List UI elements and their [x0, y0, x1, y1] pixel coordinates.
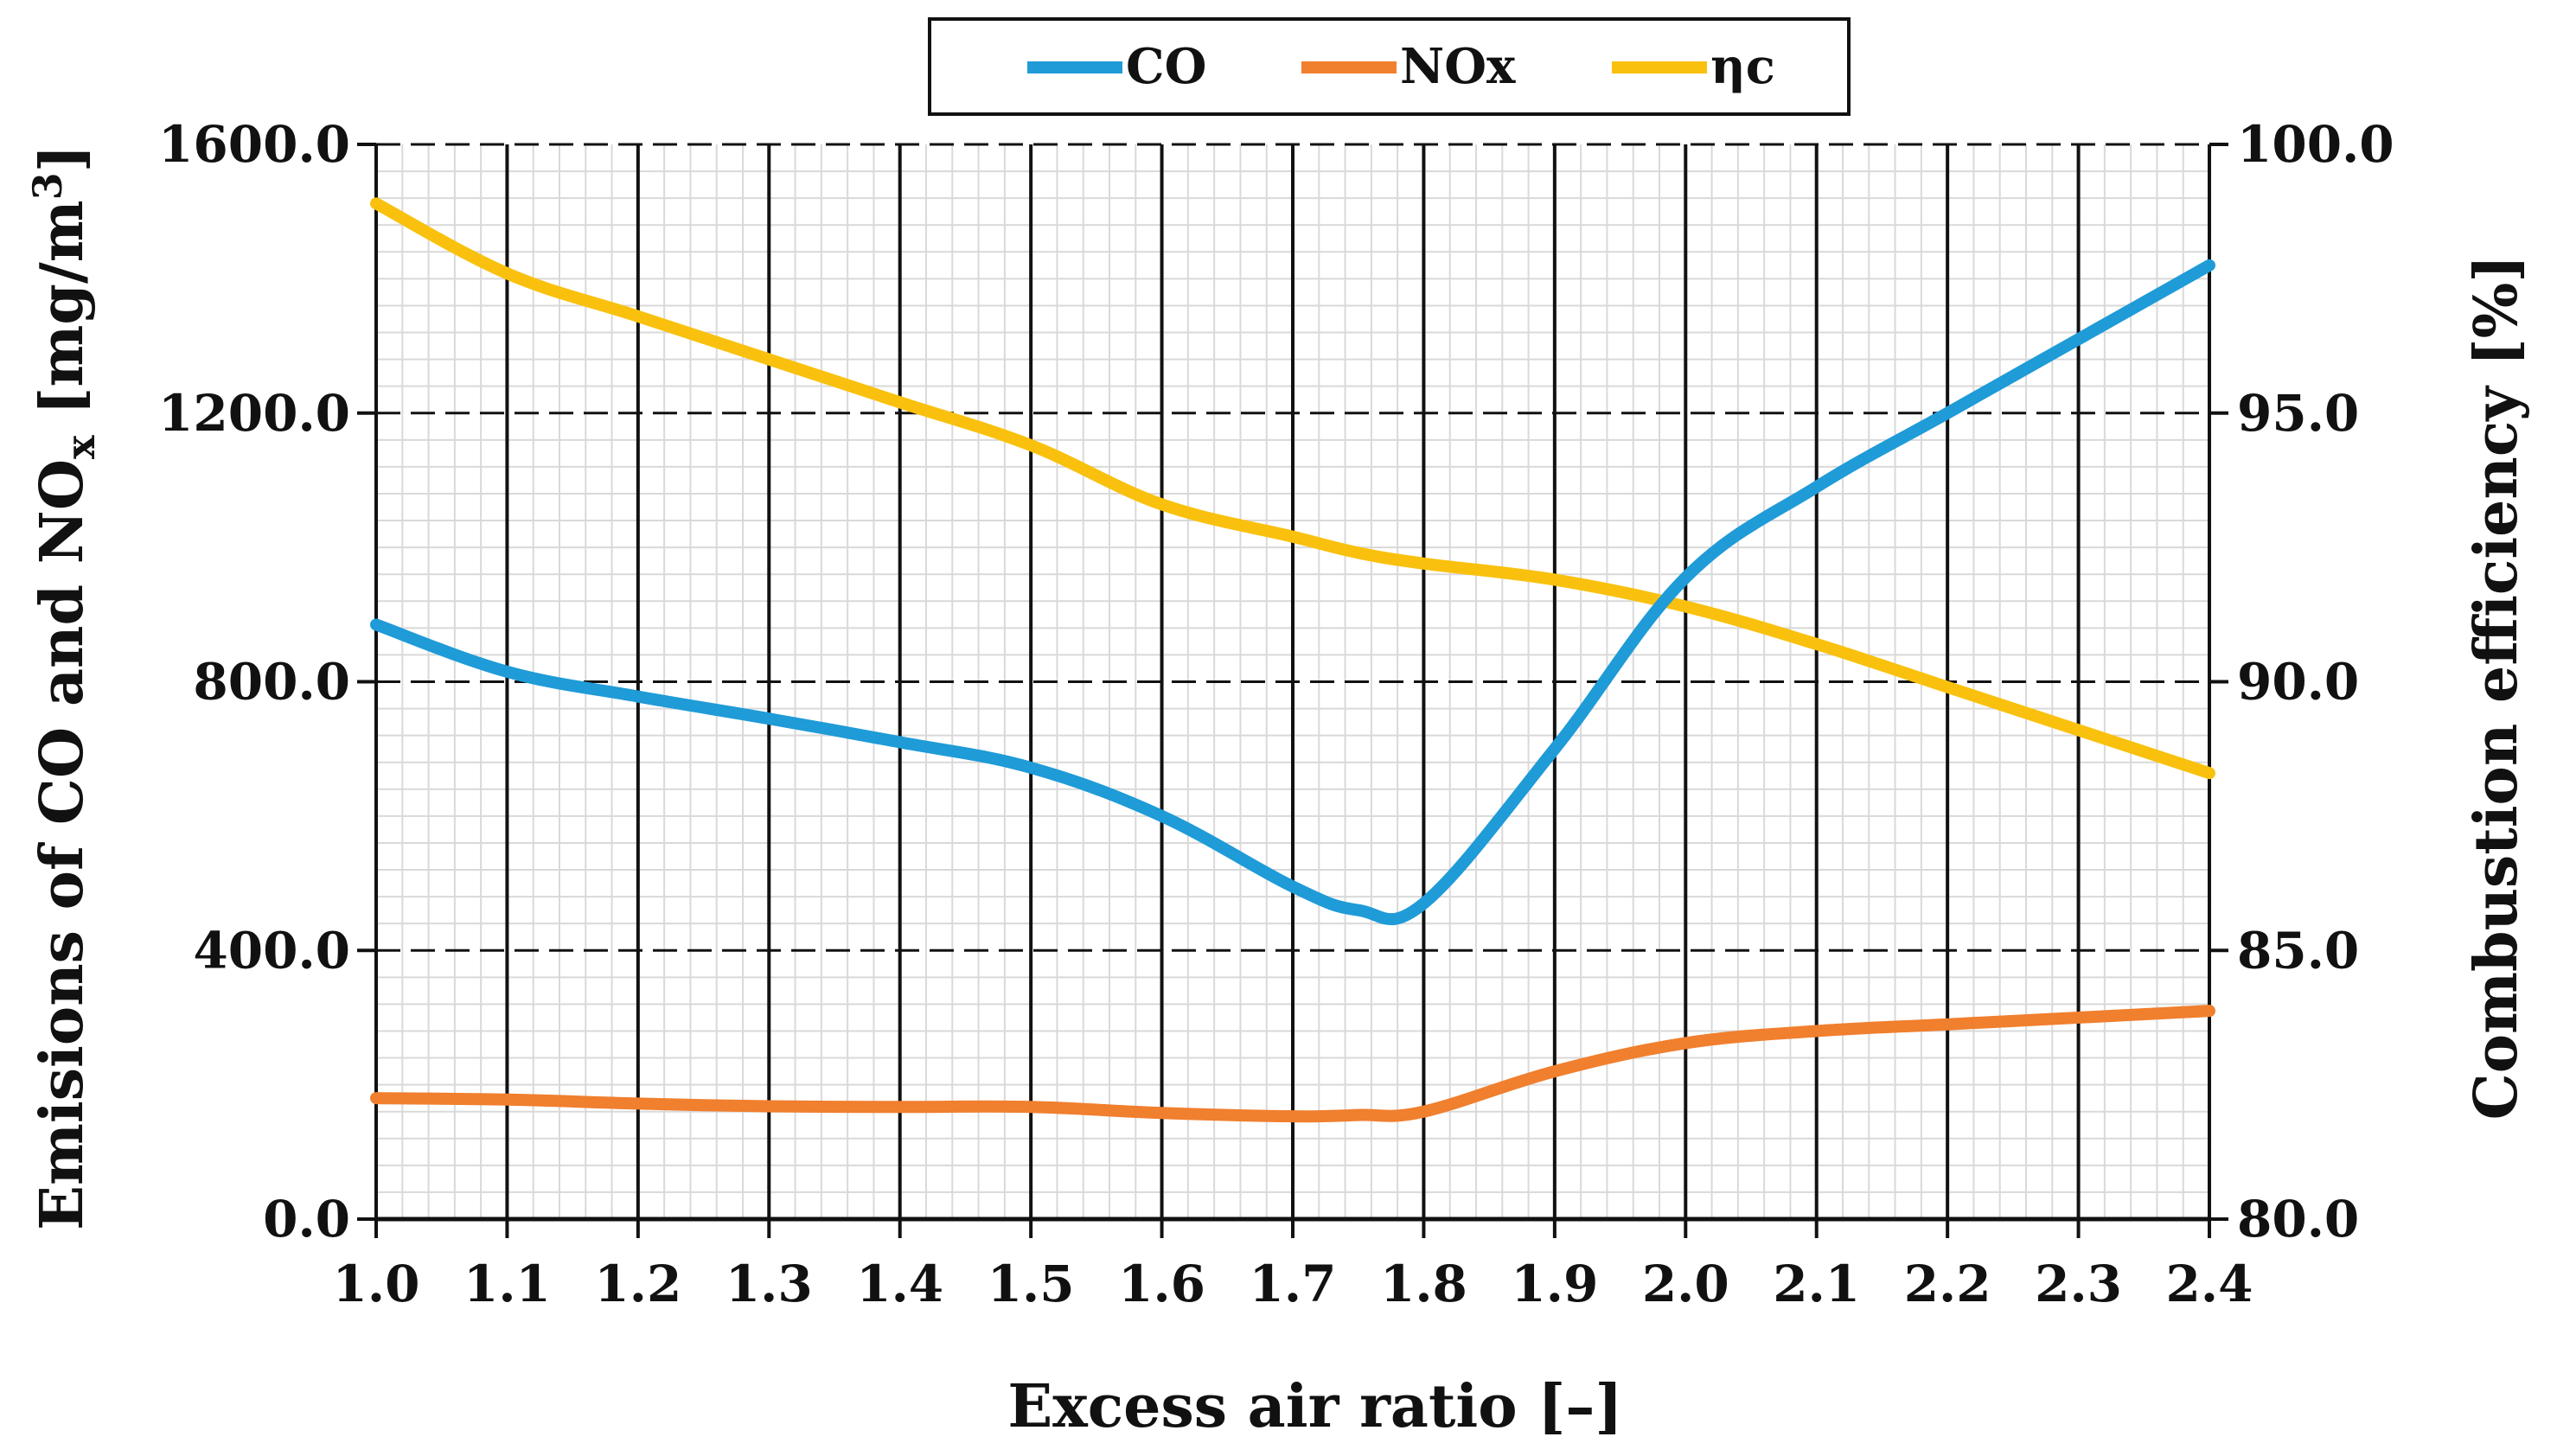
x-axis-title: Excess air ratio [–]: [1007, 1372, 1622, 1441]
y-left-tick-label: 0.0: [263, 1190, 350, 1248]
y-right-tick-label: 80.0: [2237, 1190, 2359, 1248]
legend-co-label: CO: [1126, 38, 1206, 95]
y-left-tick-label: 1600.0: [158, 115, 350, 174]
y-left-tick-label: 400.0: [193, 921, 350, 980]
series-layer: [370, 197, 2215, 1123]
x-tick-label: 1.5: [988, 1255, 1075, 1313]
legend: CO NOx ηc: [928, 17, 1851, 116]
x-tick-label: 1.7: [1250, 1255, 1337, 1313]
x-tick-label: 1.0: [333, 1255, 420, 1313]
legend-nox-label: NOx: [1400, 38, 1516, 95]
y-left-title-subscript: x: [57, 435, 104, 459]
x-tick-label: 2.1: [1773, 1255, 1860, 1313]
y-axis-right-title: Combustion efficiency [%]: [2462, 255, 2531, 1121]
series-co-line: [370, 259, 2215, 926]
series-efficiency-line: [370, 197, 2215, 780]
y-right-tick-label: 95.0: [2237, 384, 2359, 443]
x-tick-label: 2.4: [2166, 1255, 2253, 1313]
x-tick-label: 1.3: [726, 1255, 813, 1313]
x-tick-label: 1.2: [594, 1255, 681, 1313]
y-right-tick-label: 90.0: [2237, 653, 2359, 712]
x-tick-label: 1.1: [463, 1255, 551, 1313]
x-tick-label: 1.6: [1118, 1255, 1205, 1313]
x-tick-label: 2.3: [2035, 1255, 2122, 1313]
series-nox-line: [370, 1005, 2215, 1123]
y-left-title-superscript: 3: [24, 172, 71, 200]
x-tick-label: 1.9: [1511, 1255, 1598, 1313]
y-right-tick-label: 100.0: [2237, 115, 2394, 174]
y-left-tick-label: 800.0: [193, 653, 350, 712]
x-tick-label: 2.0: [1642, 1255, 1729, 1313]
x-tick-label: 2.2: [1904, 1255, 1991, 1313]
y-right-tick-label: 85.0: [2237, 921, 2359, 980]
x-tick-label: 1.8: [1380, 1255, 1467, 1313]
y-left-title-part3: ]: [28, 144, 97, 172]
x-tick-label: 1.4: [856, 1255, 943, 1313]
y-left-tick-label: 1200.0: [158, 384, 350, 443]
y-axis-left-title: Emisions of CO and NOx [mg/m3]: [24, 144, 104, 1230]
y-left-title-part1: Emisions of CO and NO: [28, 459, 97, 1230]
y-left-title-part2: [mg/m: [28, 200, 97, 435]
legend-eta-label: ηc: [1710, 38, 1775, 95]
tick-labels: 1.0 1.1 1.2 1.3 1.4 1.5 1.6 1.7 1.8 1.9 2.0 2.1 2.2 2…: [158, 115, 2394, 1313]
